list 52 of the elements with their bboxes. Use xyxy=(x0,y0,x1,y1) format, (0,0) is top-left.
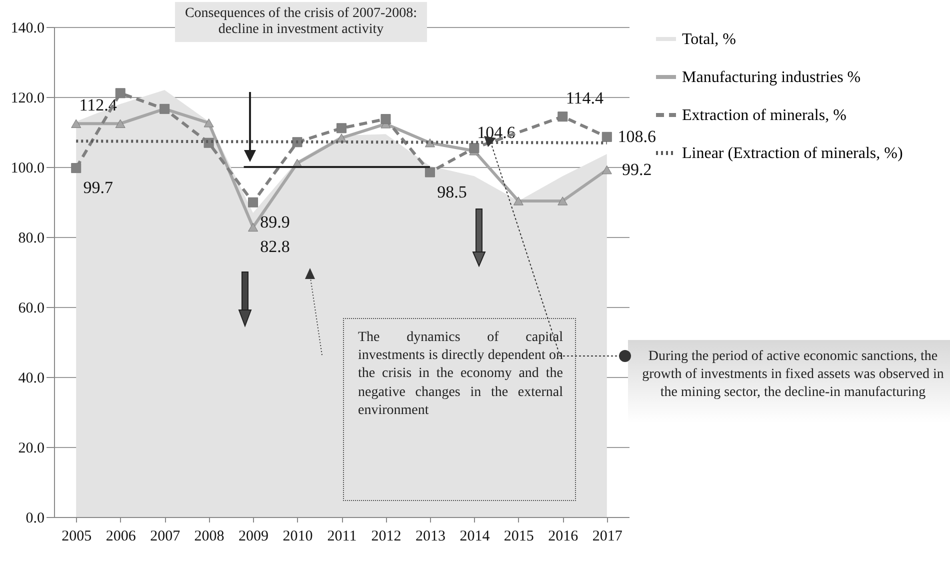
annotation: The dynamics of capital investments is directly dependent on the crisis in the economy and the negative changes in the external environment xyxy=(343,318,576,501)
y-tick-label: 0.0 xyxy=(26,510,44,526)
point xyxy=(204,118,214,128)
legend-label: Linear (Extraction of minerals, %) xyxy=(682,145,903,162)
point xyxy=(336,123,346,134)
x-tick-label: 2016 xyxy=(548,528,579,544)
data-label: 99.7 xyxy=(83,178,114,198)
legend-label: Extraction of minerals, % xyxy=(682,107,846,124)
x-tick-label: 2006 xyxy=(106,528,136,544)
point xyxy=(602,165,612,174)
data-label: 114.4 xyxy=(566,88,604,108)
point xyxy=(558,112,568,122)
x-tick-label: 2008 xyxy=(194,528,224,544)
legend-label: Total, % xyxy=(682,31,736,48)
y-tick-label: 120.0 xyxy=(10,90,44,106)
y-tick-label: 80.0 xyxy=(18,230,44,246)
point xyxy=(380,114,391,124)
point xyxy=(248,222,258,232)
x-tick-label: 2013 xyxy=(415,528,446,544)
point xyxy=(115,119,126,128)
annotation: Consequences of the crisis of 2007-2008: decline in investment activity xyxy=(175,2,427,42)
point xyxy=(71,119,82,128)
x-tick-label: 2015 xyxy=(504,528,534,544)
point xyxy=(71,163,82,174)
y-tick-label: 100.0 xyxy=(10,160,44,176)
data-label: 108.6 xyxy=(618,126,656,146)
x-tick-label: 2014 xyxy=(460,528,490,544)
legend-label: Manufacturing industries % xyxy=(682,69,861,86)
data-label: 82.8 xyxy=(260,237,290,256)
y-tick-label: 40.0 xyxy=(18,370,44,386)
point xyxy=(248,197,258,208)
y-tick-label: 140.0 xyxy=(10,20,44,36)
point xyxy=(424,167,435,178)
y-tick-label: 60.0 xyxy=(18,300,44,316)
data-label: 98.5 xyxy=(437,182,467,202)
x-tick-label: 2005 xyxy=(62,528,92,544)
x-tick-label: 2012 xyxy=(371,528,402,544)
data-label: 89.9 xyxy=(260,212,290,232)
point xyxy=(558,196,568,206)
point xyxy=(513,196,524,206)
point xyxy=(115,88,126,98)
x-tick-label: 2017 xyxy=(592,528,623,544)
x-tick-label: 2007 xyxy=(150,528,181,544)
y-tick-label: 20.0 xyxy=(18,440,44,456)
x-tick-label: 2009 xyxy=(238,528,269,544)
point xyxy=(469,143,480,154)
x-tick-label: 2011 xyxy=(327,528,357,544)
x-tick-label: 2010 xyxy=(282,528,313,544)
data-label: 112.4 xyxy=(79,96,118,115)
text: During the period of active economic sanctions, the growth of investments in fixed assets was observed in the mining sector, the decline-in manufacturing xyxy=(628,340,950,423)
data-label: 99.2 xyxy=(622,160,652,179)
point xyxy=(602,132,612,142)
